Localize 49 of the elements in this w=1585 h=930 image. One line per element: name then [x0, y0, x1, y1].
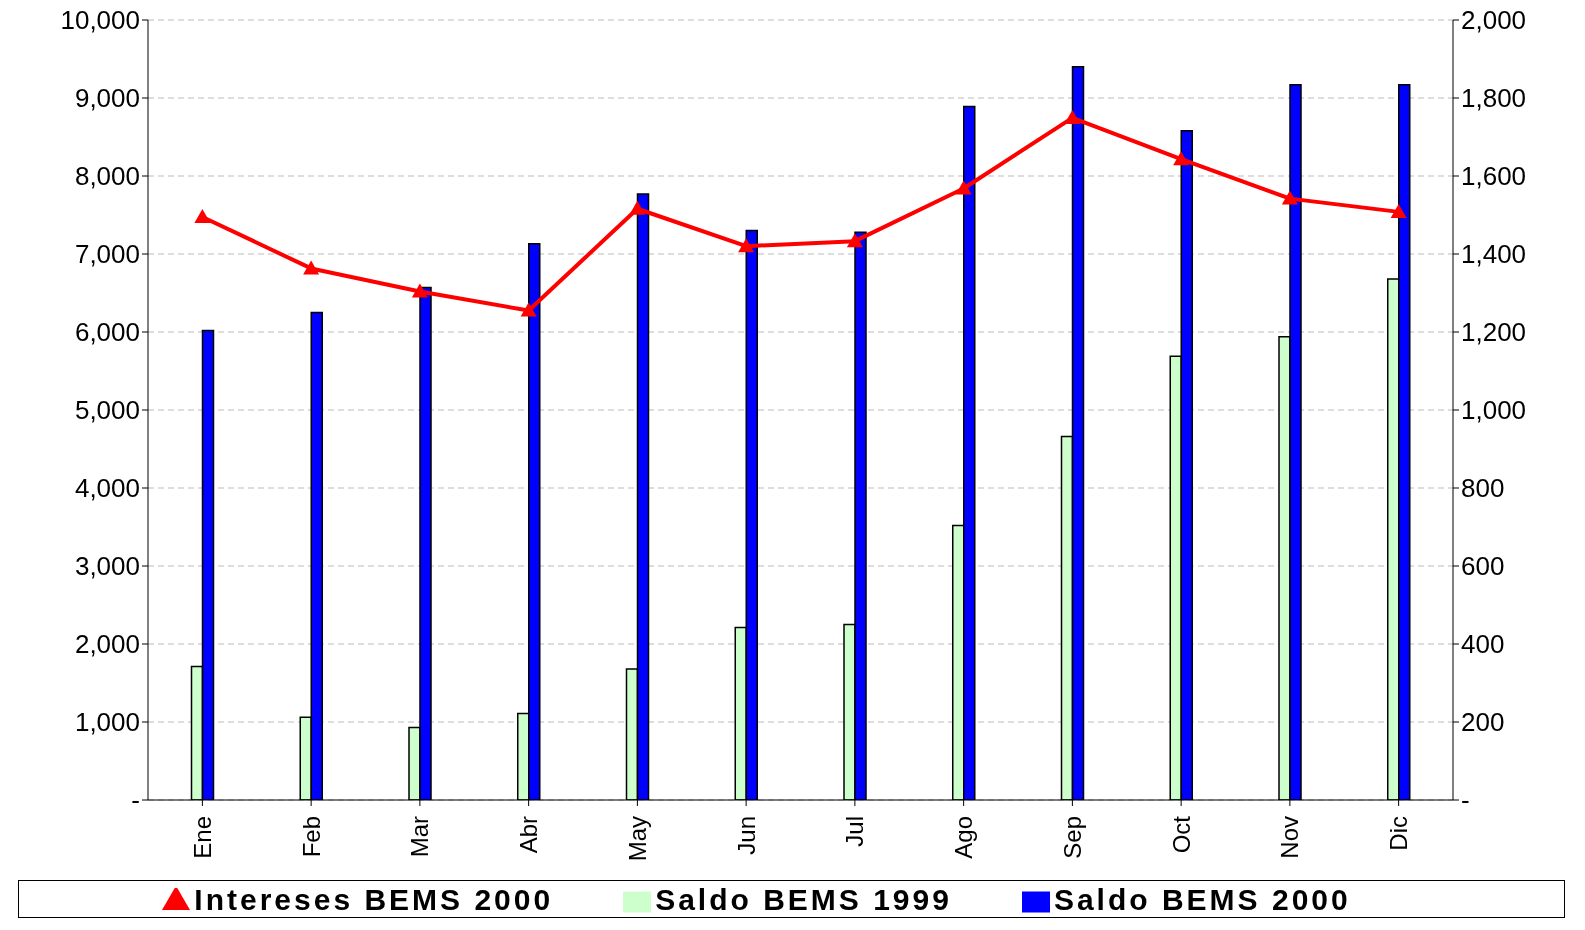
point: [411, 283, 428, 298]
y2-tick-label: 400: [1461, 629, 1505, 660]
x-tick-label: Jun: [732, 816, 760, 855]
point: [303, 260, 320, 275]
point: [955, 180, 972, 195]
y-tick-label: 8,000: [74, 161, 140, 192]
point: [520, 302, 537, 317]
point: [1390, 203, 1407, 218]
y-tick-label: 3,000: [74, 551, 140, 582]
y2-tick-label: 1,200: [1461, 317, 1527, 348]
x-tick-label: Feb: [297, 816, 325, 858]
x-tick-label: May: [623, 816, 651, 862]
y2-tick-label: -: [1461, 785, 1470, 816]
y2-tick-label: 800: [1461, 473, 1505, 504]
x-tick-label: Abr: [515, 816, 543, 854]
y2-tick-label: 1,000: [1461, 395, 1527, 426]
y-tick-label: 1,000: [74, 707, 140, 738]
y-tick-label: 5,000: [74, 395, 140, 426]
x-tick-label: Dic: [1385, 816, 1413, 851]
y2-tick-label: 1,800: [1461, 83, 1527, 114]
y-tick-label: 7,000: [74, 239, 140, 270]
x-tick-label: Ene: [188, 816, 216, 859]
y2-tick-label: 1,600: [1461, 161, 1527, 192]
y2-tick-label: 200: [1461, 707, 1505, 738]
point: [1173, 151, 1190, 166]
point: [629, 200, 646, 215]
y-tick-label: 10,000: [60, 5, 140, 36]
y-tick-label: 4,000: [74, 473, 140, 504]
x-tick-label: Ago: [950, 816, 978, 859]
x-tick-label: Jul: [841, 816, 869, 847]
y-tick-label: -: [131, 785, 140, 816]
point: [1064, 109, 1081, 124]
x-tick-label: Oct: [1167, 815, 1195, 854]
x-tick-label: Mar: [406, 816, 434, 858]
legend-label: Saldo BEMS 1999: [655, 883, 952, 916]
y2-tick-label: 600: [1461, 551, 1505, 582]
point: [846, 233, 863, 248]
x-tick-label: Nov: [1276, 816, 1304, 859]
y-tick-label: 6,000: [74, 317, 140, 348]
legend-label: Saldo BEMS 2000: [1053, 883, 1351, 916]
y-tick-label: 2,000: [74, 629, 140, 660]
y2-tick-label: 2,000: [1461, 5, 1527, 36]
point: [738, 238, 755, 253]
y2-tick-label: 1,400: [1461, 239, 1527, 270]
x-tick-label: Sep: [1058, 816, 1086, 859]
legend-label: Intereses BEMS 2000: [194, 883, 554, 916]
point: [194, 208, 211, 223]
point: [1281, 190, 1298, 205]
y-tick-label: 9,000: [74, 83, 140, 114]
